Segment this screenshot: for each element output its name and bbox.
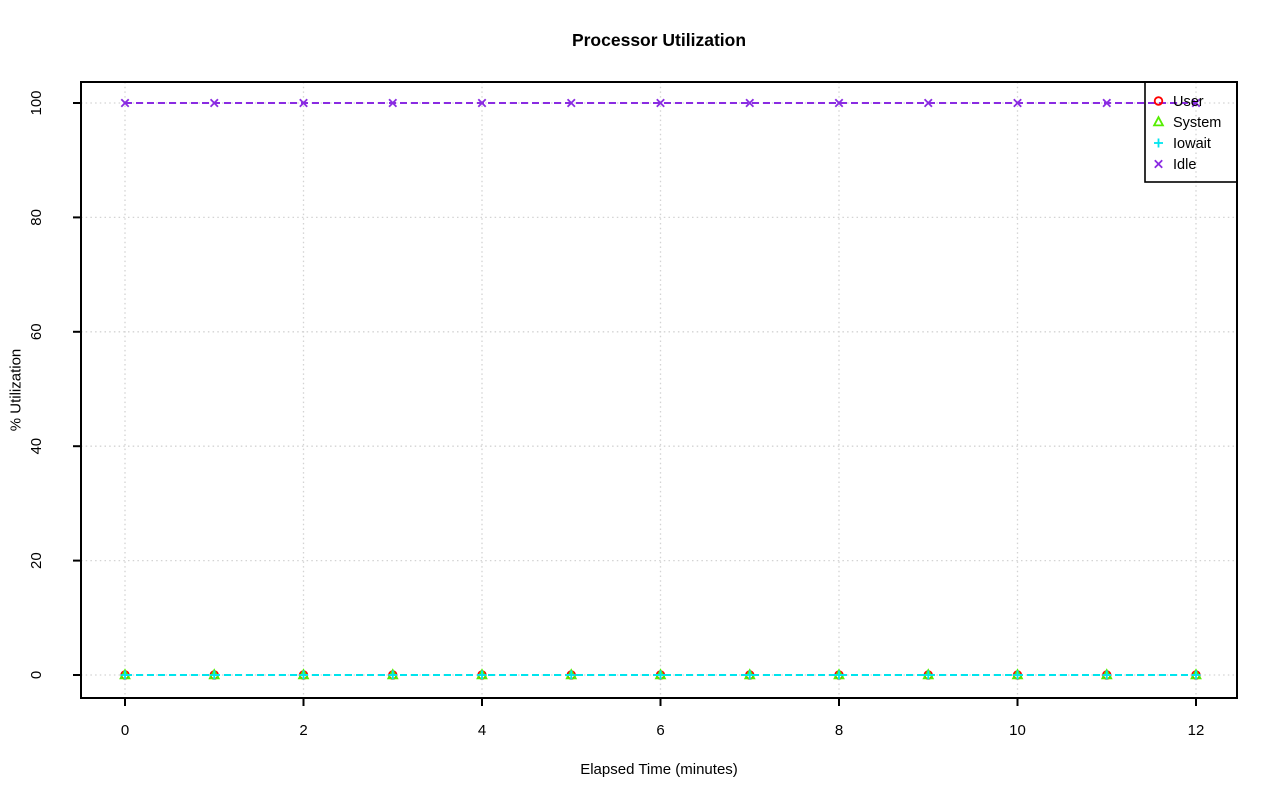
series-iowait-marker: [834, 670, 844, 680]
series-idle-marker: [1191, 98, 1201, 108]
x-tick-label: 2: [299, 722, 307, 739]
legend-marker-iowait: [1154, 138, 1163, 148]
x-axis-title: Elapsed Time (minutes): [580, 761, 738, 778]
x-tick-label: 6: [656, 722, 664, 739]
series-iowait-marker: [299, 670, 308, 680]
series-iowait-marker: [1102, 670, 1112, 680]
legend-label-user: User: [1173, 94, 1204, 110]
legend-label-iowait: Iowait: [1173, 136, 1211, 152]
x-tick-label: 8: [835, 722, 843, 739]
series-idle-marker: [388, 98, 398, 108]
series-idle-marker: [299, 98, 308, 108]
series-idle-marker: [834, 98, 844, 108]
series-idle: [120, 98, 1201, 108]
legend-label-idle: Idle: [1173, 157, 1196, 173]
series-idle-marker: [209, 98, 219, 108]
y-tick-label: 20: [28, 552, 45, 569]
series-idle-marker: [656, 98, 665, 108]
series-iowait-marker: [923, 670, 933, 680]
y-tick-label: 0: [28, 671, 45, 679]
x-tick-label: 4: [478, 722, 486, 739]
grid: [81, 82, 1237, 698]
axes: 0 2 4 6 8 10 12 0 20 40 60 80 100: [28, 90, 1204, 739]
y-tick-label: 60: [28, 323, 45, 340]
series-idle-marker: [745, 98, 755, 108]
series-idle-marker: [120, 98, 130, 108]
series-idle-marker: [477, 98, 487, 108]
series-idle-marker: [923, 98, 933, 108]
legend-marker-system: [1152, 115, 1165, 127]
series-iowait-marker: [388, 670, 398, 680]
series-iowait-marker: [566, 670, 576, 680]
series-iowait-marker: [656, 670, 665, 680]
series-iowait-marker: [1191, 670, 1201, 680]
y-tick-label: 100: [28, 90, 45, 115]
x-tick-label: 12: [1188, 722, 1205, 739]
y-tick-label: 40: [28, 438, 45, 455]
y-tick-label: 80: [28, 209, 45, 226]
plot-border: [80, 81, 1238, 699]
legend-marker-idle: [1154, 159, 1163, 169]
series-idle-marker: [1013, 98, 1022, 108]
series-iowait: [120, 670, 1201, 680]
series-iowait-marker: [477, 670, 487, 680]
legend-marker-user: [1153, 96, 1164, 106]
legend-box: [1144, 81, 1238, 183]
x-tick-label: 10: [1009, 722, 1026, 739]
series-iowait-marker: [120, 670, 130, 680]
series-idle-marker: [1102, 98, 1112, 108]
series-idle-marker: [566, 98, 576, 108]
series-iowait-marker: [745, 670, 755, 680]
series-iowait-marker: [209, 670, 219, 680]
series-iowait-marker: [1013, 670, 1022, 680]
legend: User System Iowait Idle: [1144, 81, 1238, 183]
x-tick-label: 0: [121, 722, 129, 739]
chart-title: Processor Utilization: [571, 30, 747, 50]
legend-label-system: System: [1173, 115, 1221, 131]
